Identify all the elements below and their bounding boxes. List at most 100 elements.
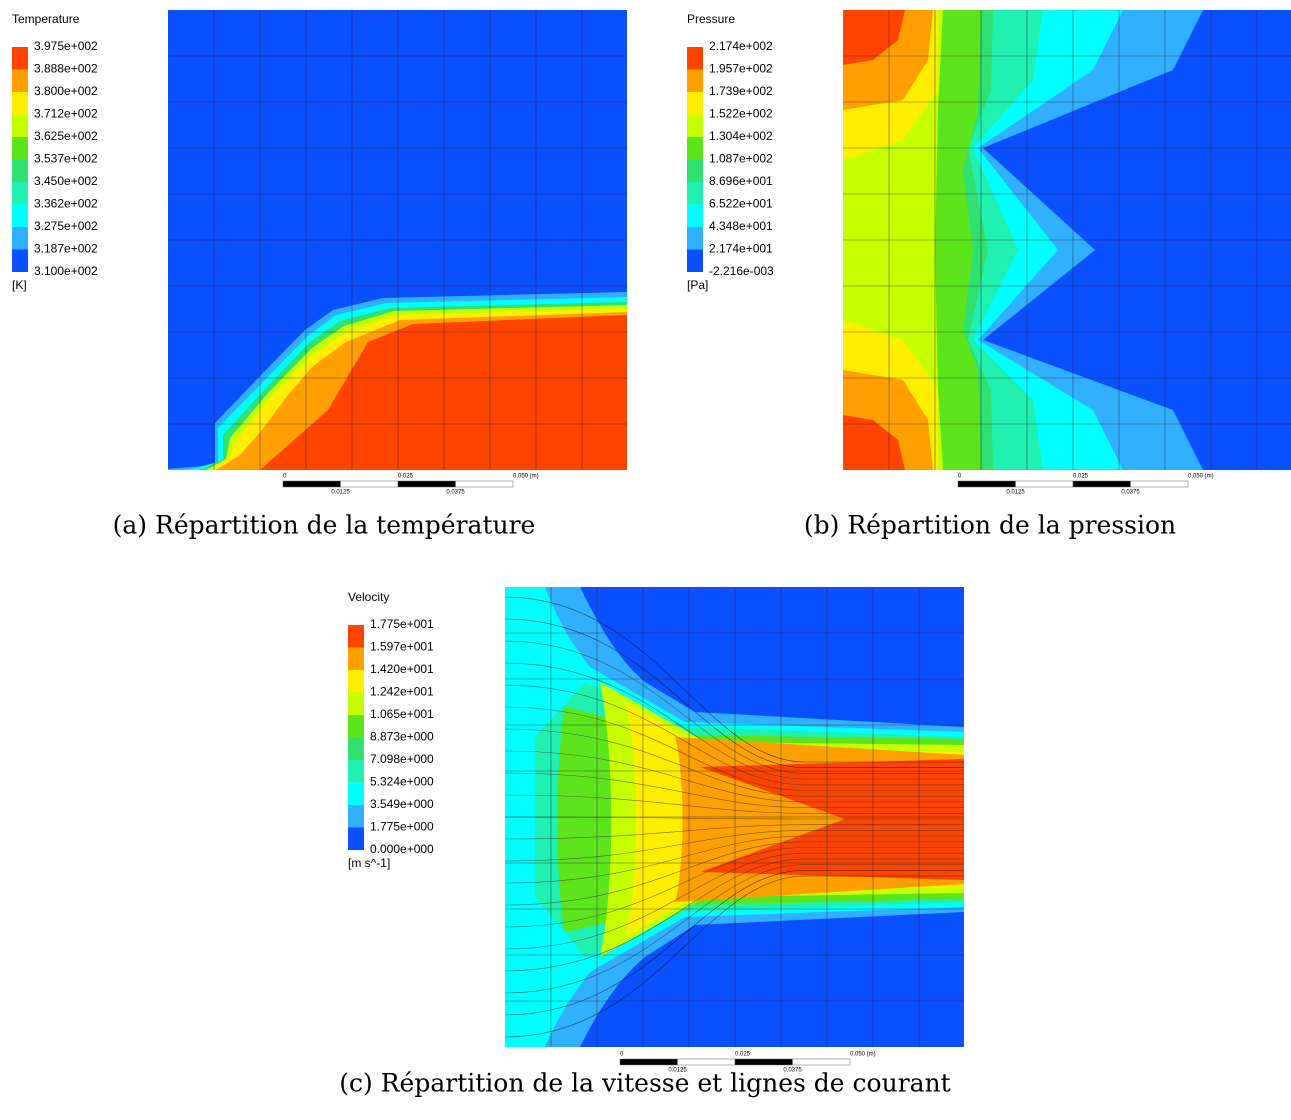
legend-unit: [m s^-1] — [348, 856, 390, 870]
legend-title: Temperature — [12, 12, 80, 26]
legend-level: 3.450e+002 — [34, 174, 98, 188]
scale-segment — [455, 480, 514, 488]
scale-sublabel: 0.0375 — [783, 1068, 802, 1074]
streamlines — [505, 596, 964, 1038]
caption: (a) Répartition de la température — [113, 511, 536, 540]
scale-segment — [1130, 480, 1189, 488]
legend-level: 3.888e+002 — [34, 62, 98, 76]
caption: (b) Répartition de la pression — [804, 511, 1176, 540]
streamline — [505, 684, 964, 786]
streamline — [505, 662, 964, 780]
legend-level: 3.100e+002 — [34, 264, 98, 278]
pressure-field — [843, 10, 1291, 470]
legend-level: 3.187e+002 — [34, 242, 98, 256]
scale-label: 0.050 (m) — [850, 1052, 876, 1058]
scale-label: 0 — [958, 474, 962, 480]
legend-level: 1.597e+001 — [370, 640, 434, 654]
legend-swatch — [348, 670, 364, 693]
legend-level: 4.348e+001 — [709, 219, 773, 233]
legend-level: 3.549e+000 — [370, 797, 434, 811]
legend-swatch — [687, 182, 703, 205]
streamline — [505, 618, 964, 768]
legend-swatch — [348, 737, 364, 760]
legend-swatch — [687, 114, 703, 137]
scale-sublabel: 0.0375 — [446, 490, 465, 496]
scale-label: 0.050 (m) — [1188, 474, 1214, 480]
legend-level: 1.522e+002 — [709, 107, 773, 121]
legend-level: 5.324e+000 — [370, 775, 434, 789]
scale-label: 0.025 — [1073, 474, 1089, 480]
legend-level: 3.275e+002 — [34, 219, 98, 233]
scale-sublabel: 0.0125 — [1006, 490, 1025, 496]
legend-unit: [Pa] — [687, 278, 708, 292]
scale-sublabel: 0.0375 — [1121, 490, 1140, 496]
scale-segment — [1015, 480, 1074, 488]
legend-swatch — [12, 159, 28, 182]
legend-swatch — [687, 69, 703, 92]
scale-segment — [619, 1058, 678, 1066]
legend-level: 1.065e+001 — [370, 707, 434, 721]
caption: (c) Répartition de la vitesse et lignes … — [339, 1069, 950, 1098]
scale-label: 0 — [283, 474, 287, 480]
streamline — [505, 728, 964, 797]
legend-swatch — [687, 249, 703, 272]
scale-label: 0 — [620, 1052, 624, 1058]
legend-swatch — [348, 692, 364, 715]
scale-label: 0.025 — [735, 1052, 751, 1058]
temperature-field — [168, 10, 627, 470]
scale-segment — [677, 1058, 736, 1066]
legend-level: 1.087e+002 — [709, 152, 773, 166]
legend-swatch — [12, 114, 28, 137]
legend-level: 1.242e+001 — [370, 685, 434, 699]
legend-level: 3.800e+002 — [34, 84, 98, 98]
scale-label: 0.025 — [398, 474, 414, 480]
legend-swatch — [348, 760, 364, 783]
legend-swatch — [12, 204, 28, 227]
legend-level: 3.362e+002 — [34, 197, 98, 211]
legend-swatch — [687, 137, 703, 160]
legend-swatch — [687, 159, 703, 182]
scale-segment — [792, 1058, 851, 1066]
streamline — [505, 858, 964, 972]
legend-swatch — [687, 204, 703, 227]
legend-swatch — [12, 69, 28, 92]
scale-segment — [397, 480, 456, 488]
streamline — [505, 706, 964, 791]
legend-swatch — [348, 805, 364, 828]
legend-level: 1.775e+000 — [370, 820, 434, 834]
legend-title: Pressure — [687, 12, 735, 26]
legend-swatch — [348, 647, 364, 670]
legend-level: 2.174e+002 — [709, 39, 773, 53]
legend-level: 1.957e+002 — [709, 62, 773, 76]
legend-swatch — [12, 249, 28, 272]
streamline — [505, 870, 964, 1016]
streamline — [505, 841, 964, 906]
legend-level: -2.216e-003 — [709, 264, 774, 278]
scale-segment — [1072, 480, 1131, 488]
scale-sublabel: 0.0125 — [331, 490, 350, 496]
velocity-field — [505, 587, 964, 1047]
streamline — [505, 640, 964, 774]
legend-swatch — [348, 782, 364, 805]
scale-sublabel: 0.0125 — [668, 1068, 687, 1074]
scale-segment — [282, 480, 341, 488]
legend-swatch — [12, 182, 28, 205]
scale-segment — [734, 1058, 793, 1066]
legend-swatch — [348, 625, 364, 648]
legend-level: 7.098e+000 — [370, 752, 434, 766]
legend-swatch — [687, 227, 703, 250]
streamline — [505, 596, 964, 763]
legend-level: 3.537e+002 — [34, 152, 98, 166]
legend-level: 3.975e+002 — [34, 39, 98, 53]
scale-segment — [340, 480, 399, 488]
legend-level: 1.304e+002 — [709, 129, 773, 143]
streamline — [505, 864, 964, 994]
legend-level: 2.174e+001 — [709, 242, 773, 256]
legend-level: 1.420e+001 — [370, 662, 434, 676]
legend-swatch — [12, 227, 28, 250]
legend-swatch — [348, 827, 364, 850]
legend-swatch — [687, 47, 703, 70]
streamline — [505, 847, 964, 928]
scale-segment — [957, 480, 1016, 488]
